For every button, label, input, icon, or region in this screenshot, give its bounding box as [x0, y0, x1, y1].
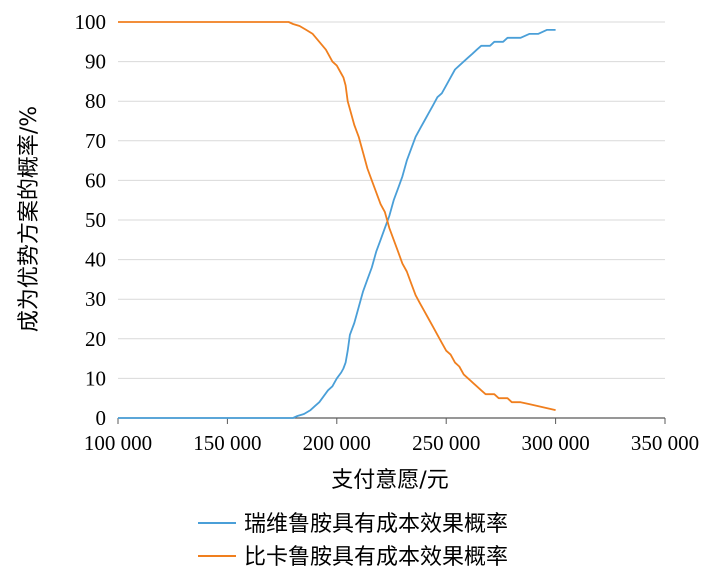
series-line-1	[118, 28, 556, 419]
y-tick-label: 90	[85, 50, 106, 74]
gridlines	[118, 21, 665, 379]
x-tick-label: 200 000	[303, 431, 371, 455]
tick-labels: 0 10 20 30 40 50 60 70 80 90 100 100 000 150 000 200 …	[75, 10, 700, 455]
x-tick-label: 100 000	[84, 431, 152, 455]
x-tick-label: 300 000	[521, 431, 589, 455]
y-axis-title: 成为优势方案的概率/%	[17, 106, 42, 332]
y-tick-label: 40	[85, 248, 106, 272]
x-tick-label: 350 000	[631, 431, 699, 455]
y-tick-label: 0	[96, 406, 107, 430]
y-tick-label: 80	[85, 89, 106, 113]
x-tick-label: 150 000	[193, 431, 261, 455]
legend-label-series-2: 比卡鲁胺具有成本效果概率	[244, 545, 508, 570]
y-tick-label: 50	[85, 208, 106, 232]
y-tick-label: 60	[85, 168, 106, 192]
x-tick-label: 250 000	[412, 431, 480, 455]
y-tick-label: 20	[85, 327, 106, 351]
series-lines	[118, 21, 556, 419]
legend-label-series-1: 瑞维鲁胺具有成本效果概率	[244, 512, 508, 537]
legend: 瑞维鲁胺具有成本效果概率 比卡鲁胺具有成本效果概率	[198, 512, 508, 570]
y-tick-label: 70	[85, 129, 106, 153]
series-line-2	[118, 21, 556, 411]
x-axis-title: 支付意愿/元	[331, 468, 448, 493]
y-tick-label: 10	[85, 366, 106, 390]
y-tick-label: 30	[85, 287, 106, 311]
y-tick-label: 100	[75, 10, 107, 34]
